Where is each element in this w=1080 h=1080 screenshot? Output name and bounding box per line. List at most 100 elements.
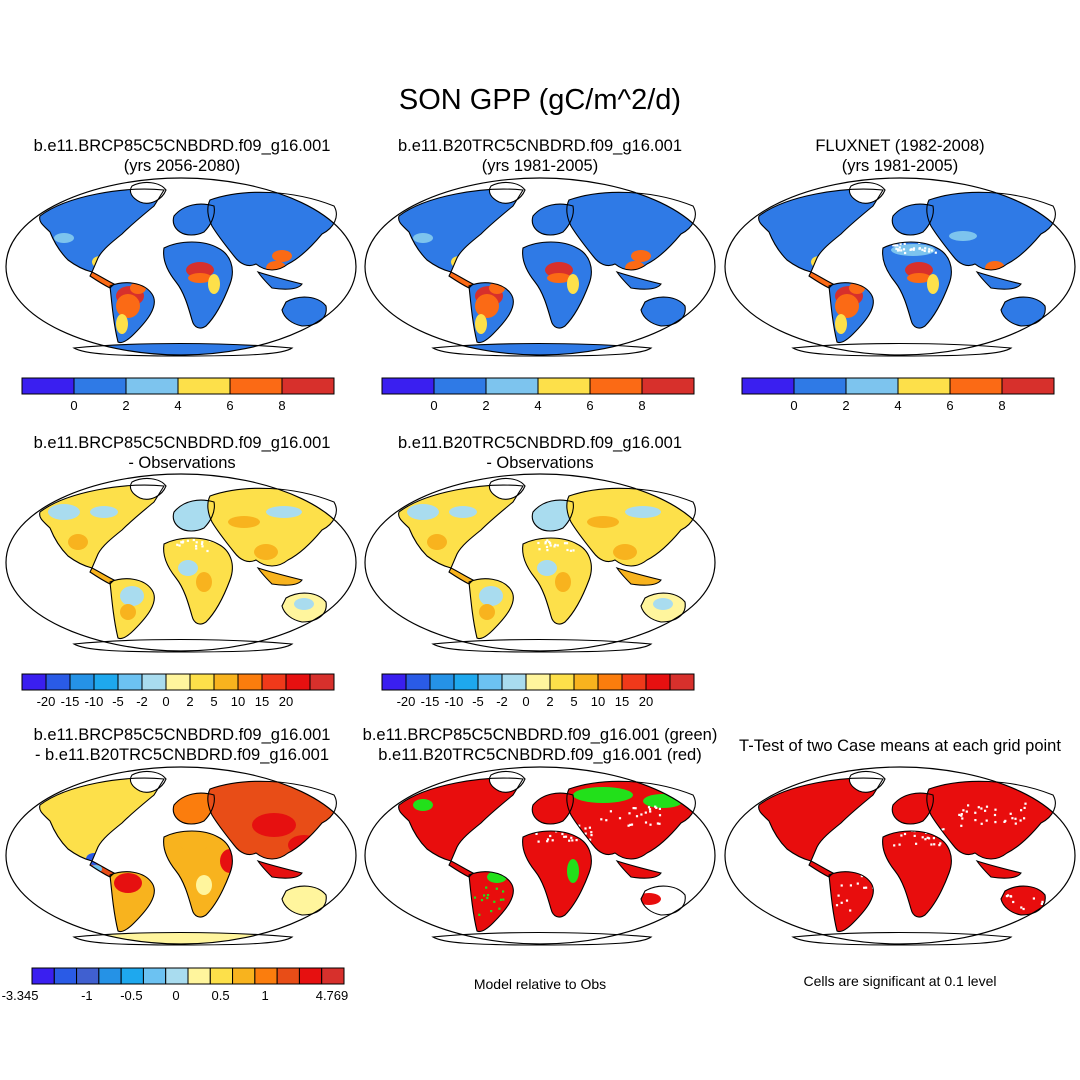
colorbar-swatch	[949, 377, 1003, 395]
land-au	[282, 886, 327, 915]
colorbar-tick-label: -5	[112, 694, 124, 709]
colorbar-swatch	[641, 377, 695, 395]
land-af	[163, 242, 233, 328]
colorbar-swatch	[229, 377, 283, 395]
colorbar-swatch	[21, 377, 75, 395]
colorbar-tick-label: 2	[186, 694, 193, 709]
colorbar-tick-label: -0.5	[120, 988, 142, 1003]
colorbar-tick-label: 5	[210, 694, 217, 709]
land-as	[207, 488, 337, 566]
colorbar-tick-label: -20	[397, 694, 416, 709]
land-as	[566, 488, 696, 566]
land-eu	[532, 204, 574, 235]
panel-title-line1: b.e11.BRCP85C5CNBDRD.f09_g16.001	[33, 726, 331, 744]
land-af	[522, 242, 592, 328]
colorbar-tick-label: 0	[790, 398, 797, 413]
map-historical-minus-obs	[364, 473, 716, 653]
panel-title-line2: (yrs 1981-2005)	[481, 157, 599, 175]
land-gr	[130, 478, 166, 500]
colorbar-tick-label: -15	[61, 694, 80, 709]
colorbar-swatch	[53, 967, 78, 985]
colorbar-tick-label: 8	[278, 398, 285, 413]
panel-title-line1: b.e11.BRCP85C5CNBDRD.f09_g16.001 (green)	[362, 726, 718, 744]
colorbar-tick-label: -2	[496, 694, 508, 709]
panel-title-line1: T-Test of two Case means at each grid po…	[739, 737, 1061, 755]
land-gr	[489, 182, 525, 204]
land-ca	[449, 272, 473, 288]
colorbar-swatch	[477, 673, 503, 691]
colorbar-swatch	[117, 673, 143, 691]
colorbar-tick-label: 4	[894, 398, 901, 413]
colorbar-tick-label: -10	[85, 694, 104, 709]
land-eu	[892, 204, 934, 235]
colorbar-absolute-2: 0 2 4 6 8	[381, 377, 695, 413]
colorbar-swatch	[298, 967, 323, 985]
colorbar-swatch	[669, 673, 695, 691]
land-gr	[849, 182, 885, 204]
panel-title-line1: b.e11.BRCP85C5CNBDRD.f09_g16.001	[33, 434, 331, 452]
colorbar-tick-label: 10	[231, 694, 245, 709]
colorbar-tick-label: 0	[172, 988, 179, 1003]
land-af	[163, 831, 233, 917]
land-au	[1001, 297, 1046, 326]
colorbar-swatch	[177, 377, 231, 395]
land-ca	[449, 568, 473, 584]
colorbar-difference-1: -20 -15 -10 -5 -2 0 2 5 10 15 20	[21, 673, 335, 709]
land-gr	[130, 182, 166, 204]
colorbar-swatch	[525, 673, 551, 691]
colorbar-swatch	[645, 673, 671, 691]
colorbar-swatch	[537, 377, 591, 395]
colorbar-swatch	[597, 673, 623, 691]
land-af	[882, 242, 952, 328]
panel-title-observations: FLUXNET (1982-2008) (yrs 1981-2005)	[720, 136, 1080, 176]
colorbar-swatch	[1001, 377, 1055, 395]
colorbar-swatch	[165, 967, 189, 985]
colorbar-swatch	[31, 967, 55, 985]
colorbar-tick-label: -15	[421, 694, 440, 709]
globe-outline	[5, 473, 357, 652]
colorbar-swatch	[573, 673, 599, 691]
land-na	[758, 189, 883, 272]
globe-outline	[5, 766, 357, 945]
colorbar-swatch	[589, 377, 643, 395]
land-au	[282, 297, 327, 326]
land-na	[758, 778, 883, 861]
colorbar-tick-label: 2	[546, 694, 553, 709]
colorbar-case-difference: -3.345 -1 -0.5 0 0.5 1 4.769	[2, 967, 348, 1003]
colorbar-swatch	[429, 673, 455, 691]
land-ca	[90, 568, 114, 584]
globe-outline	[364, 766, 716, 945]
colorbar-swatch	[98, 967, 122, 985]
land-au	[641, 297, 686, 326]
colorbar-tick-label: 0	[162, 694, 169, 709]
colorbar-tick-label: 1	[262, 988, 269, 1003]
colorbar-swatch	[165, 673, 191, 691]
land-ca	[449, 861, 473, 877]
colorbar-swatch	[897, 377, 951, 395]
colorbar-tick-label: -10	[445, 694, 464, 709]
colorbar-tick-label: 2	[482, 398, 489, 413]
colorbar-swatch	[254, 967, 278, 985]
colorbar-swatch	[381, 673, 407, 691]
panel-title-line1: b.e11.BRCP85C5CNBDRD.f09_g16.001	[33, 137, 331, 155]
land-gr	[849, 771, 885, 793]
panel-title-case-difference: b.e11.BRCP85C5CNBDRD.f09_g16.001 - b.e11…	[2, 725, 362, 765]
colorbar-tick-label: -1	[81, 988, 93, 1003]
colorbar-swatch	[21, 673, 47, 691]
land-eu	[173, 500, 215, 531]
panel-title-line1: b.e11.B20TRC5CNBDRD.f09_g16.001	[397, 137, 683, 155]
colorbar-tick-label: 2	[122, 398, 129, 413]
colorbar-swatch	[69, 673, 95, 691]
panel-title-line2: b.e11.B20TRC5CNBDRD.f09_g16.001 (red)	[378, 746, 702, 764]
colorbar-swatch	[120, 967, 144, 985]
panel-title-ttest: T-Test of two Case means at each grid po…	[722, 736, 1078, 756]
land-gr	[489, 478, 525, 500]
land-na	[39, 189, 164, 272]
globe-outline	[724, 177, 1076, 356]
colorbar-tick-label: 2	[842, 398, 849, 413]
colorbar-tick-label: -3.345	[2, 988, 39, 1003]
colorbar-swatch	[141, 673, 167, 691]
panel-title-line2: (yrs 1981-2005)	[841, 157, 959, 175]
colorbar-swatch	[405, 673, 431, 691]
colorbar-swatch	[76, 967, 100, 985]
